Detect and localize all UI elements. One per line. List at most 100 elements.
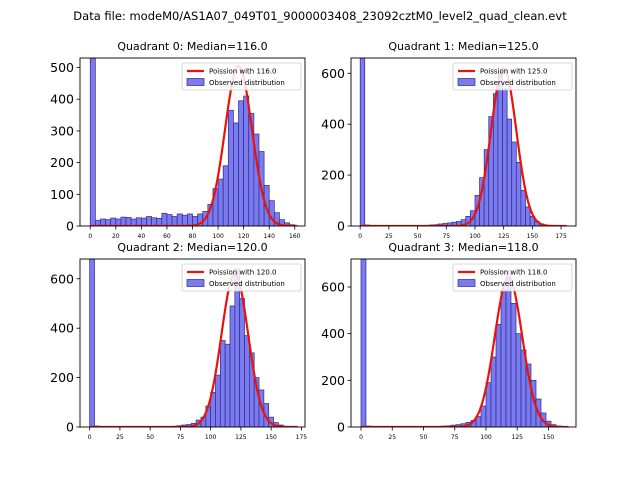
x-tick-label: 160 — [289, 233, 301, 240]
legend-box — [452, 263, 573, 292]
x-tick-label: 100 — [212, 233, 224, 240]
y-tick-label: 0 — [337, 219, 345, 234]
y-tick-label: 300 — [50, 123, 74, 138]
histogram-bar — [135, 217, 142, 226]
x-tick-label: 150 — [543, 434, 555, 441]
x-tick-label: 60 — [163, 233, 171, 240]
axes-frame — [350, 258, 577, 428]
x-tick-label: 0 — [88, 233, 92, 240]
histogram-bar — [120, 216, 127, 226]
legend-hist-label: Observed distribution — [209, 280, 285, 288]
x-axis-ticks: 0 25 50 75 100 125 150 175 — [88, 427, 308, 441]
x-tick-label: 100 — [480, 434, 492, 441]
x-tick-label: 140 — [263, 233, 275, 240]
x-tick-label: 0 — [358, 233, 362, 240]
histogram-bar — [215, 374, 221, 427]
y-tick-label: 200 — [321, 373, 345, 388]
histogram-bar — [239, 298, 245, 427]
chart-title: Quadrant 0: Median=116.0 — [117, 40, 267, 53]
axes-frame — [350, 57, 577, 227]
histogram-bar — [238, 100, 244, 226]
y-tick-label: 200 — [50, 370, 74, 385]
y-axis-ticks: 0 200 400 600 — [50, 271, 80, 435]
axes-frame — [79, 258, 306, 428]
legend-poisson-label: Poission with 118.0 — [480, 269, 548, 277]
x-tick-label: 100 — [205, 434, 217, 441]
figure-suptitle: Data file: modeM0/AS1A07_049T01_90000034… — [73, 9, 567, 23]
x-tick-label: 75 — [442, 233, 450, 240]
histogram-bar — [222, 165, 229, 226]
histogram-bar — [515, 162, 522, 226]
histogram-bar — [125, 217, 132, 226]
legend-poisson-label: Poission with 116.0 — [209, 68, 277, 76]
legend-hist-swatch — [186, 78, 205, 86]
x-tick-label: 25 — [116, 434, 124, 441]
histogram-bar — [146, 216, 152, 226]
x-tick-label: 150 — [265, 434, 277, 441]
histogram-bar — [520, 190, 526, 226]
histogram-bar — [506, 118, 513, 226]
x-tick-label: 175 — [296, 434, 308, 441]
legend-box — [452, 62, 573, 91]
histogram-bar — [217, 178, 224, 226]
x-tick-label: 125 — [512, 434, 524, 441]
chart-title: Quadrant 2: Median=120.0 — [117, 241, 267, 254]
x-tick-label: 0 — [88, 434, 92, 441]
histogram-bar — [141, 217, 147, 226]
quadrant-1-chart: Quadrant 1: Median=125.0 0 25 50 75 100 125 150… — [321, 40, 577, 240]
y-tick-label: 600 — [321, 280, 345, 295]
legend-poisson-label: Poission with 125.0 — [480, 68, 548, 76]
histogram-bar — [227, 109, 234, 226]
x-tick-label: 100 — [469, 233, 481, 240]
legend-poisson-label: Poission with 120.0 — [209, 269, 277, 277]
histogram-bar — [490, 356, 497, 427]
x-tick-label: 25 — [388, 434, 396, 441]
histogram-bar — [511, 141, 517, 226]
x-tick-label: 120 — [238, 233, 250, 240]
quadrant-2-chart: Quadrant 2: Median=120.0 0 25 50 75 100 125 150… — [50, 241, 307, 441]
histogram-bar — [187, 213, 193, 226]
poisson-fit-line — [361, 276, 569, 427]
chart-title: Quadrant 1: Median=125.0 — [388, 40, 538, 53]
histogram-bar — [176, 213, 183, 226]
legend: Poission with 116.0 Observed distribution — [181, 62, 302, 91]
histogram-bar — [360, 259, 367, 427]
y-tick-label: 600 — [321, 66, 345, 81]
y-tick-label: 0 — [66, 219, 74, 234]
x-tick-label: 50 — [146, 434, 154, 441]
legend-box — [181, 263, 302, 292]
poisson-fit-line — [360, 66, 567, 226]
legend-hist-label: Observed distribution — [480, 280, 556, 288]
histogram-bar — [224, 343, 231, 427]
histogram-bar — [233, 122, 239, 226]
histogram-bar — [480, 405, 487, 427]
legend: Poission with 120.0 Observed distribution — [181, 263, 302, 292]
histogram-bar — [515, 333, 522, 427]
legend-hist-label: Observed distribution — [480, 79, 556, 87]
quadrant-0-chart: Quadrant 0: Median=116.0 0 20 40 60 80 100 120 1… — [50, 40, 306, 240]
x-axis-ticks: 0 20 40 60 80 100 120 140 160 — [88, 226, 301, 240]
y-tick-label: 400 — [50, 92, 74, 107]
histogram-bar — [525, 206, 531, 226]
histogram-bar — [110, 217, 117, 226]
histogram-bar — [505, 270, 512, 427]
y-tick-label: 0 — [337, 420, 345, 435]
y-tick-label: 200 — [50, 155, 74, 170]
x-tick-label: 40 — [138, 233, 146, 240]
x-tick-label: 75 — [177, 434, 185, 441]
legend-hist-label: Observed distribution — [209, 79, 285, 87]
x-tick-label: 25 — [385, 233, 393, 240]
histogram-bar — [156, 218, 163, 226]
histogram-bar — [359, 58, 366, 226]
y-axis-ticks: 0 100 200 300 400 500 — [50, 60, 80, 234]
legend-box — [181, 62, 302, 91]
legend: Poission with 125.0 Observed distribution — [452, 62, 573, 91]
x-tick-label: 175 — [555, 233, 567, 240]
histogram-bar — [161, 212, 168, 226]
histogram-bar — [234, 268, 241, 427]
histogram-bar — [171, 216, 178, 226]
x-tick-label: 50 — [414, 233, 422, 240]
panels: Quadrant 0: Median=116.0 0 20 40 60 80 100 120 1… — [50, 40, 577, 441]
quadrant-3-chart: Quadrant 3: Median=118.0 0 25 50 75 100 125 150… — [321, 241, 577, 441]
histogram-bar — [244, 335, 250, 427]
